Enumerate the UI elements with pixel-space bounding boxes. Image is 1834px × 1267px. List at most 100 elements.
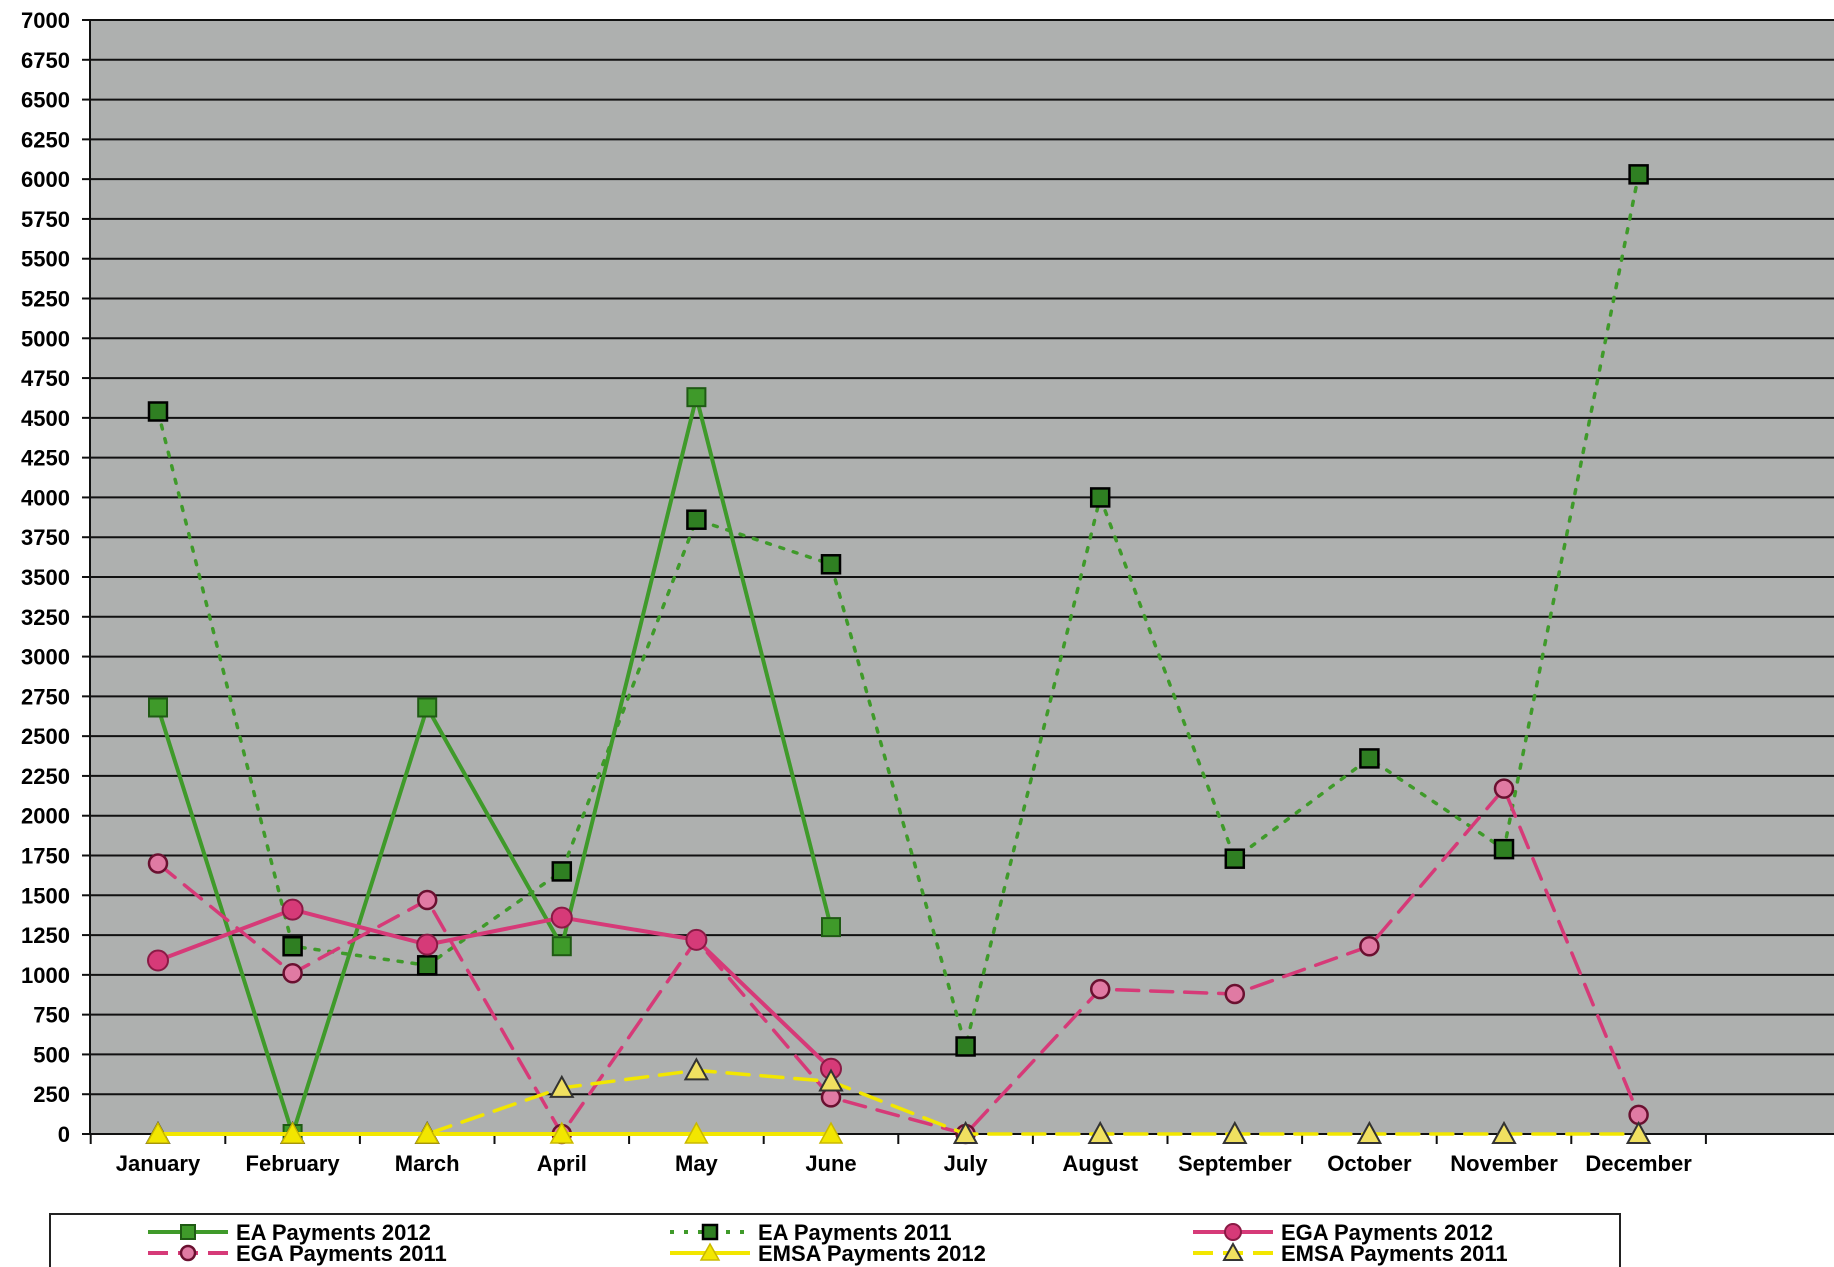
data-point: [818, 1121, 844, 1144]
y-tick-label: 750: [33, 1003, 70, 1028]
data-point: [699, 1242, 721, 1261]
x-tick-label: August: [1062, 1151, 1138, 1176]
y-tick-label: 1750: [21, 844, 70, 869]
data-point: [282, 963, 303, 984]
data-point: [549, 1074, 575, 1098]
series-line: [156, 395, 833, 1136]
data-point: [820, 554, 842, 575]
data-point: [683, 1057, 710, 1081]
data-point: [1493, 778, 1515, 799]
series-line: [156, 907, 833, 1071]
data-point: [1224, 848, 1246, 869]
y-tick-label: 6250: [21, 127, 70, 152]
data-point: [416, 933, 439, 956]
grid-lines: [89, 19, 1834, 1135]
legend-item: EA Payments 2012: [148, 1220, 431, 1245]
data-point: [1625, 1120, 1652, 1144]
y-tick-label: 4250: [21, 446, 70, 471]
y-tick-label: 4500: [21, 406, 70, 431]
x-tick-label: February: [246, 1151, 341, 1176]
x-tick-label: November: [1450, 1151, 1558, 1176]
x-tick-label: March: [395, 1151, 460, 1176]
data-point: [1356, 1120, 1383, 1144]
y-tick-label: 3500: [21, 565, 70, 590]
data-point: [684, 1121, 709, 1144]
legend-item: EMSA Payments 2011: [1193, 1241, 1508, 1266]
data-point: [821, 917, 841, 938]
y-tick-label: 6000: [21, 167, 70, 192]
series-emsa-payments-2012: [145, 1121, 844, 1144]
data-point: [180, 1224, 196, 1240]
data-point: [551, 861, 573, 882]
y-tick-label: 2750: [21, 684, 70, 709]
data-point: [1493, 838, 1515, 860]
x-tick-label: June: [805, 1151, 856, 1176]
y-tick-label: 2500: [21, 724, 70, 749]
data-point: [179, 1244, 197, 1262]
data-point: [952, 1120, 979, 1144]
data-point: [1224, 1223, 1242, 1241]
data-point: [147, 853, 169, 874]
y-tick-label: 5500: [21, 247, 70, 272]
data-point: [1491, 1120, 1517, 1144]
data-point: [686, 509, 707, 530]
legend-label: EGA Payments 2012: [1281, 1220, 1493, 1245]
data-point: [1087, 1120, 1113, 1144]
data-point: [416, 889, 438, 911]
y-tick-label: 1250: [21, 923, 70, 948]
legend-item: EMSA Payments 2012: [670, 1241, 986, 1266]
y-tick-label: 1000: [21, 963, 70, 988]
y-tick-label: 2250: [21, 764, 70, 789]
data-point: [818, 1068, 844, 1092]
y-tick-label: 6750: [21, 48, 70, 73]
data-point: [416, 955, 438, 976]
y-tick-label: 1500: [21, 883, 70, 908]
data-point: [955, 1036, 976, 1057]
data-point: [549, 1121, 575, 1144]
data-point: [417, 697, 438, 718]
data-point: [685, 928, 708, 951]
x-tick-label: May: [675, 1151, 719, 1176]
y-tick-label: 2000: [21, 804, 70, 829]
y-tick-label: 3250: [21, 605, 70, 630]
data-point: [145, 1121, 171, 1144]
data-point: [282, 935, 303, 957]
y-tick-label: 5000: [21, 326, 70, 351]
x-tick-label: December: [1585, 1151, 1692, 1176]
legend-item: EGA Payments 2012: [1193, 1220, 1493, 1245]
data-point: [701, 1223, 719, 1241]
y-tick-label: 250: [33, 1082, 70, 1107]
data-point: [147, 949, 169, 972]
x-tick-label: July: [944, 1151, 989, 1176]
y-tick-label: 5250: [21, 287, 70, 312]
y-tick-label: 3750: [21, 525, 70, 550]
y-tick-label: 4000: [21, 485, 70, 510]
data-point: [686, 387, 707, 408]
x-tick-label: April: [537, 1151, 587, 1176]
data-point: [551, 936, 572, 957]
data-point: [1359, 935, 1380, 957]
legend-item: EA Payments 2011: [670, 1220, 952, 1245]
y-tick-label: 5750: [21, 207, 70, 232]
x-tick-label: January: [116, 1151, 201, 1176]
legend-label: EA Payments 2011: [758, 1220, 952, 1245]
data-point: [414, 1121, 440, 1144]
data-point: [281, 898, 304, 921]
legend-item: EGA Payments 2011: [148, 1241, 447, 1266]
data-point: [148, 697, 168, 718]
data-point: [1628, 164, 1649, 185]
y-tick-label: 3000: [21, 645, 70, 670]
data-point: [1089, 978, 1111, 1000]
legend-box: [49, 1213, 1621, 1267]
data-point: [280, 1121, 305, 1144]
series-layer: [145, 164, 1652, 1145]
y-tick-label: 6500: [21, 88, 70, 113]
data-point: [550, 906, 573, 929]
data-point: [1359, 748, 1380, 769]
legend-label: EGA Payments 2011: [236, 1241, 447, 1266]
y-axis-ticks: 0 250 500 750 1000 1250 1500 1750 2000 2250 2500 27…: [21, 8, 90, 1147]
y-tick-label: 4750: [21, 366, 70, 391]
data-point: [1089, 487, 1111, 508]
data-point: [1222, 1120, 1248, 1144]
